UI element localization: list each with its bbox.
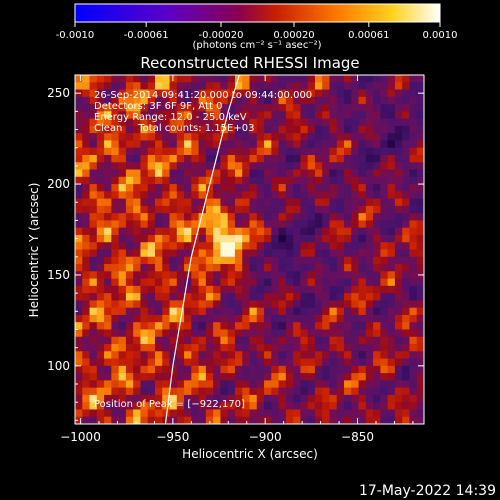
y-tick-label: 100: [47, 359, 70, 373]
x-tick-label: −1000: [60, 430, 101, 444]
colorbar-tick-label: -0.00020: [199, 30, 244, 41]
annotation-total-counts: Clean Total counts: 1.15E+03: [94, 123, 254, 134]
y-axis-ticks: 100 150 200 250: [47, 74, 424, 421]
x-axis-label: Heliocentric X (arcsec): [182, 447, 318, 461]
colorbar-tick-label: 0.0010: [423, 30, 458, 41]
x-tick-label: −950: [156, 430, 189, 444]
y-tick-label: 250: [47, 86, 70, 100]
x-tick-label: −900: [249, 430, 282, 444]
colorbar-ticks: -0.0010 -0.00061 -0.00020 0.00020 0.00061 0.0…: [56, 22, 458, 41]
x-axis-ticks: −1000 −950 −900 −850: [60, 75, 414, 444]
annotation-time-range: 26-Sep-2014 09:41:20.000 to 09:44:00.000: [94, 90, 312, 101]
y-tick-label: 150: [47, 268, 70, 282]
y-axis-label: Heliocentric Y (arcsec): [27, 183, 41, 318]
x-tick-label: −850: [341, 430, 374, 444]
colorbar-tick-label: 0.00061: [348, 30, 389, 41]
peak-position-label: Position of Peak = [−922,170]: [94, 399, 245, 410]
colorbar-gradient: [74, 3, 441, 23]
plot-frame: [74, 74, 425, 425]
colorbar-tick-label: 0.00020: [273, 30, 314, 41]
colorbar: -0.0010 -0.00061 -0.00020 0.00020 0.00061 0.0…: [56, 3, 458, 51]
annotation-block: 26-Sep-2014 09:41:20.000 to 09:44:00.000…: [94, 90, 312, 410]
y-tick-label: 200: [47, 177, 70, 191]
heatmap-cells: [75, 75, 424, 424]
solar-limb-curve: [164, 75, 240, 424]
annotation-energy-range: Energy Range: 12.0 - 25.0 keV: [94, 112, 247, 123]
footer-timestamp: 17-May-2022 14:39: [359, 483, 496, 499]
colorbar-units-label: (photons cm⁻² s⁻¹ asec⁻²): [192, 40, 321, 51]
chart-title: Reconstructed RHESSI Image: [140, 54, 359, 72]
plot-area: −1000 −950 −900 −850 100 150 200 250: [47, 74, 425, 444]
colorbar-tick-label: -0.0010: [56, 30, 95, 41]
annotation-detectors: Detectors: 3F 6F 9F, Att 0: [94, 101, 222, 112]
colorbar-tick-label: -0.00061: [124, 30, 169, 41]
